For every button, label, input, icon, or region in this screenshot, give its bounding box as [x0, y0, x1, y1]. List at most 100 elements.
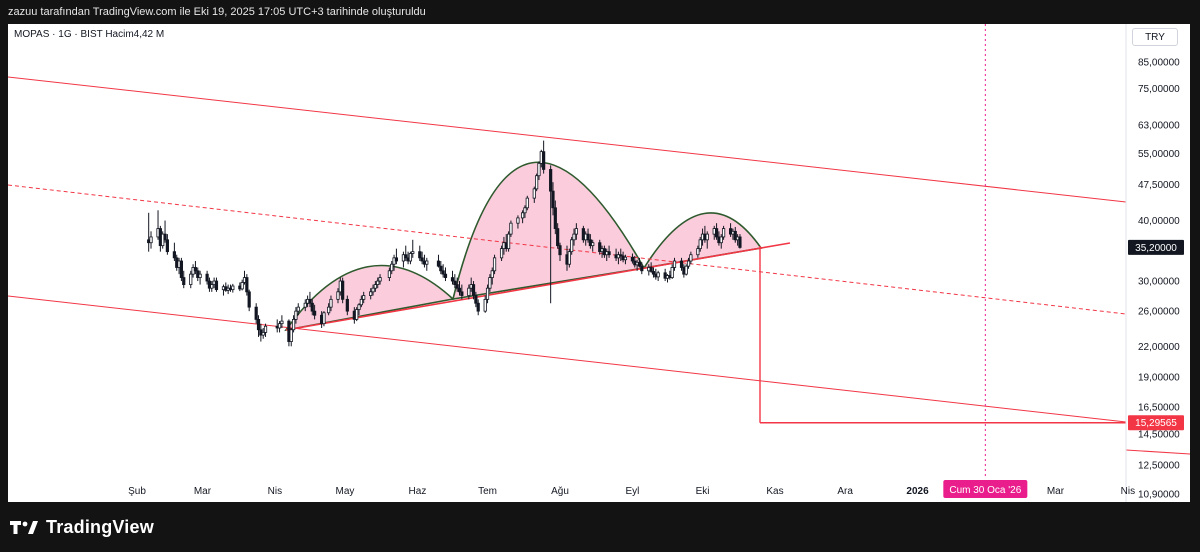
candle[interactable] — [586, 228, 590, 243]
candle[interactable] — [322, 311, 326, 327]
candle[interactable] — [263, 323, 268, 337]
candle[interactable] — [313, 304, 317, 320]
candle[interactable] — [506, 231, 511, 252]
candle[interactable] — [327, 303, 331, 316]
candle[interactable] — [254, 303, 258, 324]
candle[interactable] — [619, 248, 623, 262]
candle[interactable] — [686, 257, 691, 269]
candle[interactable] — [499, 245, 504, 262]
left-shoulder-arc[interactable] — [284, 264, 455, 332]
candle[interactable] — [425, 257, 429, 271]
candle[interactable] — [341, 277, 345, 304]
candle[interactable] — [240, 279, 244, 291]
channel-lower-line-ext[interactable] — [1125, 449, 1190, 455]
candle[interactable] — [296, 303, 300, 316]
candle[interactable] — [651, 267, 656, 278]
candle[interactable] — [551, 182, 555, 216]
candle[interactable] — [698, 236, 702, 252]
candle[interactable] — [509, 220, 513, 237]
candle[interactable] — [210, 281, 214, 292]
candle[interactable] — [291, 315, 296, 333]
candle[interactable] — [231, 283, 235, 293]
candle[interactable] — [436, 254, 441, 268]
candle[interactable] — [492, 254, 497, 275]
candle[interactable] — [570, 236, 574, 255]
price-chart[interactable]: 85,00000 75,00000 63,00000 55,00000 47,50000… — [8, 24, 1190, 502]
candle[interactable] — [387, 267, 391, 282]
candle[interactable] — [467, 284, 471, 300]
candle[interactable] — [247, 289, 251, 312]
candle[interactable] — [189, 270, 193, 289]
candle[interactable] — [336, 288, 340, 304]
candle[interactable] — [719, 234, 723, 249]
candle[interactable] — [488, 274, 492, 292]
candle[interactable] — [441, 264, 445, 278]
candle[interactable] — [443, 267, 448, 282]
candle[interactable] — [556, 223, 560, 249]
candle[interactable] — [637, 257, 642, 268]
candle[interactable] — [163, 220, 167, 243]
candle[interactable] — [362, 291, 366, 304]
candle[interactable] — [670, 264, 674, 279]
symbol-info[interactable]: MOPAS · 1G · BIST Hacim4,42 M — [14, 29, 165, 40]
candle[interactable] — [738, 234, 742, 249]
candle[interactable] — [689, 251, 693, 265]
candle[interactable] — [193, 261, 198, 275]
candle[interactable] — [256, 315, 261, 337]
candle[interactable] — [359, 295, 363, 308]
candle[interactable] — [532, 186, 536, 203]
candle[interactable] — [663, 268, 667, 282]
candle[interactable] — [535, 173, 539, 192]
candle[interactable] — [369, 288, 373, 300]
candle[interactable] — [679, 257, 684, 271]
candle[interactable] — [453, 274, 457, 289]
candle[interactable] — [630, 253, 635, 264]
candle[interactable] — [483, 295, 487, 313]
candle[interactable] — [457, 281, 462, 296]
candle[interactable] — [721, 225, 726, 240]
candle[interactable] — [179, 257, 184, 282]
head-arc[interactable] — [451, 161, 646, 300]
candle[interactable] — [149, 231, 153, 249]
candle[interactable] — [345, 295, 349, 316]
candle[interactable] — [607, 245, 611, 258]
candle[interactable] — [376, 277, 380, 289]
channel-upper-line[interactable] — [8, 76, 1127, 203]
candle[interactable] — [310, 299, 314, 316]
candle[interactable] — [521, 210, 525, 224]
candle[interactable] — [261, 327, 265, 339]
candle[interactable] — [411, 239, 415, 258]
candle[interactable] — [420, 251, 424, 265]
candle[interactable] — [623, 254, 628, 265]
candle[interactable] — [182, 270, 186, 289]
candle[interactable] — [460, 284, 464, 300]
candle[interactable] — [523, 205, 527, 218]
candle[interactable] — [549, 165, 553, 304]
candle[interactable] — [598, 239, 602, 255]
candle[interactable] — [378, 274, 382, 285]
candle[interactable] — [294, 307, 298, 324]
candle[interactable] — [705, 231, 709, 249]
candle[interactable] — [245, 274, 249, 296]
candle[interactable] — [401, 251, 406, 268]
candle[interactable] — [525, 195, 529, 211]
candle[interactable] — [214, 277, 219, 292]
candle[interactable] — [408, 251, 413, 265]
candle[interactable] — [280, 315, 284, 328]
candle[interactable] — [147, 212, 151, 252]
candle[interactable] — [537, 161, 541, 181]
candle[interactable] — [485, 284, 490, 304]
candle[interactable] — [490, 267, 494, 285]
candle[interactable] — [172, 242, 176, 262]
candle[interactable] — [558, 242, 562, 262]
candle[interactable] — [277, 321, 282, 333]
candle[interactable] — [471, 281, 476, 300]
candle[interactable] — [289, 327, 293, 347]
candle[interactable] — [205, 270, 209, 285]
candle[interactable] — [733, 226, 737, 243]
candle[interactable] — [684, 264, 688, 276]
candle[interactable] — [567, 248, 571, 268]
currency-selector[interactable]: TRY — [1132, 28, 1178, 46]
neckline[interactable] — [285, 242, 791, 331]
candle[interactable] — [373, 281, 377, 292]
